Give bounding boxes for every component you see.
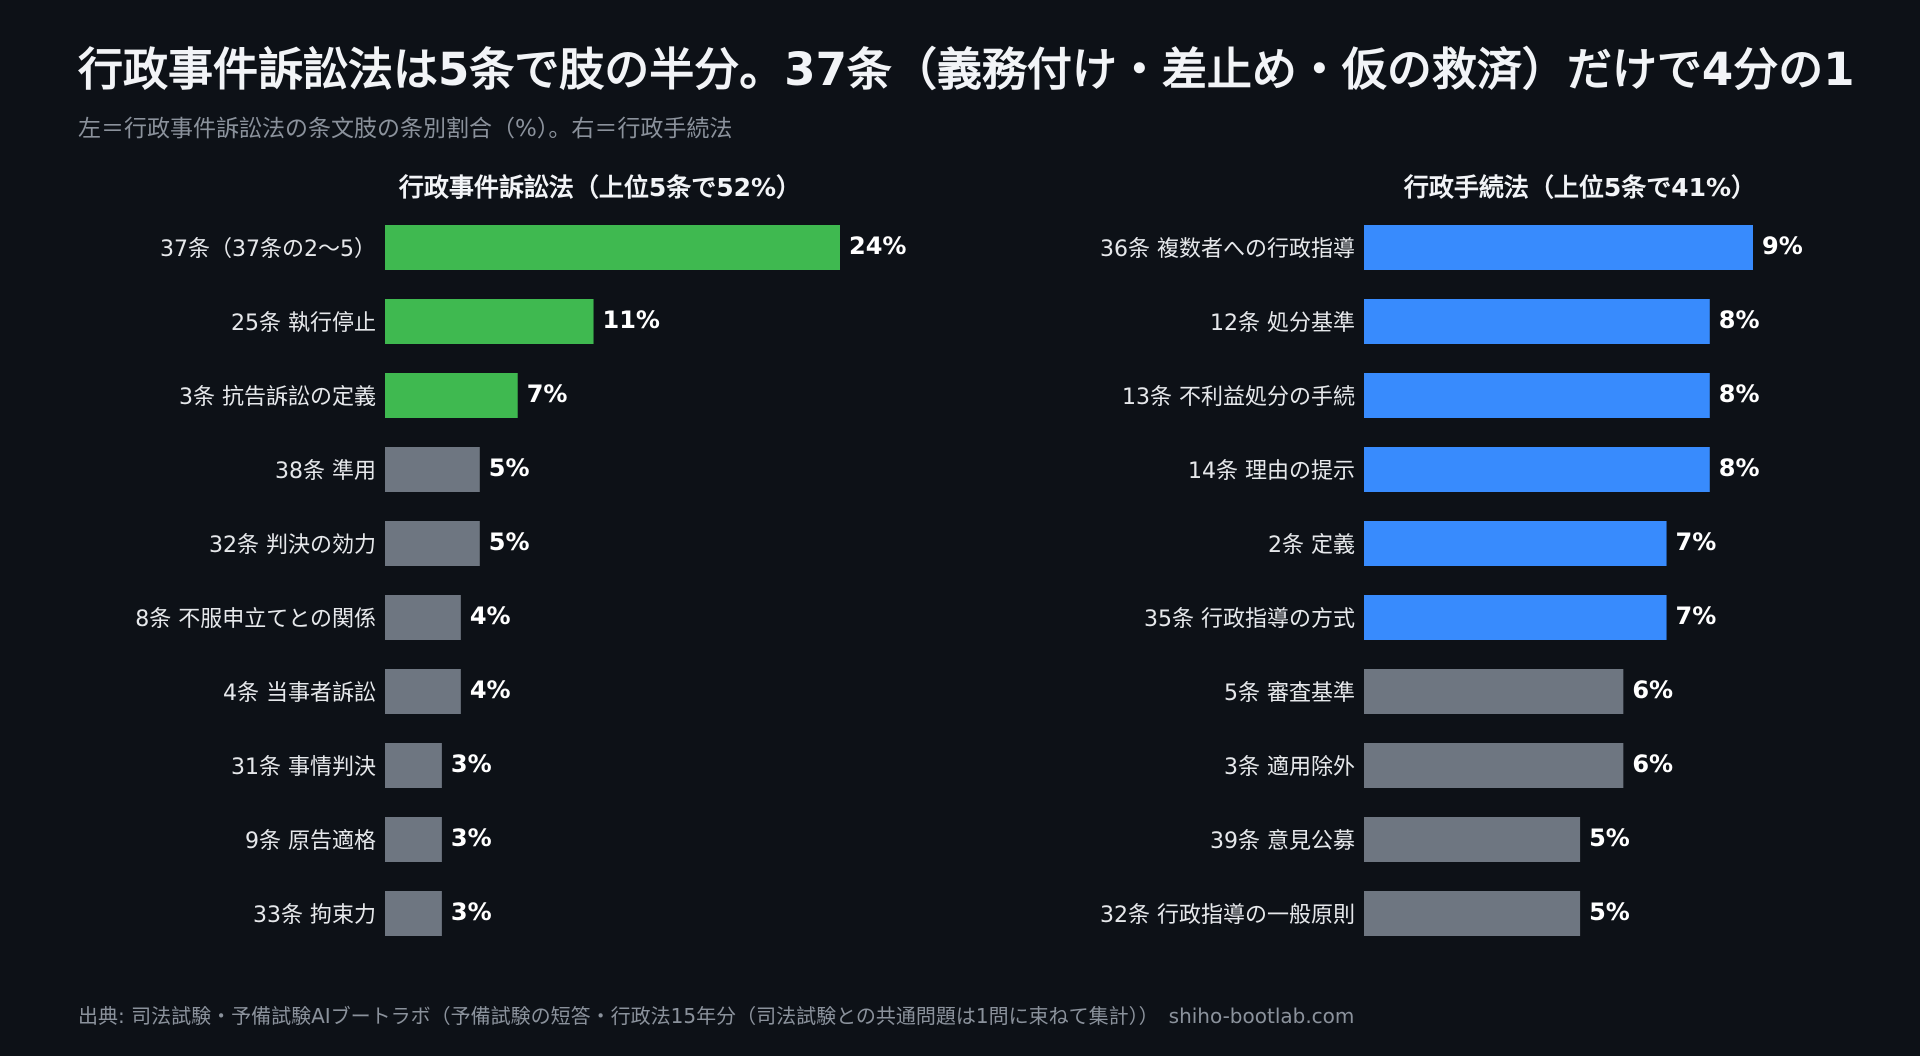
left-category-label: 38条 準用 [275,459,376,484]
right-category-label: 39条 意見公募 [1210,829,1355,854]
right-category-label: 3条 適用除外 [1224,755,1355,780]
left-bar [385,669,461,714]
left-value-label: 3% [451,824,492,852]
right-bar [1364,891,1581,936]
left-category-label: 9条 原告適格 [245,829,376,854]
left-bar [385,595,461,640]
right-bar [1364,669,1624,714]
left-value-label: 3% [451,750,492,778]
left-bar [385,225,840,270]
right-value-label: 6% [1632,676,1673,704]
right-bar [1364,225,1753,270]
right-bar [1364,373,1710,418]
page-subtitle: 左＝行政事件訴訟法の条文肢の条別割合（%）。右＝行政手続法 [78,116,733,142]
right-category-label: 14条 理由の提示 [1188,459,1355,484]
right-bar [1364,447,1710,492]
right-value-label: 8% [1719,454,1760,482]
left-bar [385,447,480,492]
right-value-label: 8% [1719,306,1760,334]
footer-source-text: 出典: 司法試験・予備試験AIブートラボ（予備試験の短答・行政法15年分（司法試… [78,1004,1159,1028]
left-value-label: 3% [451,898,492,926]
footer-source: 出典: 司法試験・予備試験AIブートラボ（予備試験の短答・行政法15年分（司法試… [78,1001,1354,1031]
left-value-label: 7% [527,380,568,408]
page-title: 行政事件訴訟法は5条で肢の半分。37条（義務付け・差止め・仮の救済）だけで4分の… [78,43,1855,96]
right-value-label: 7% [1676,602,1717,630]
right-value-label: 5% [1589,824,1630,852]
left-bar [385,743,442,788]
right-category-label: 13条 不利益処分の手続 [1122,385,1355,410]
left-category-label: 8条 不服申立てとの関係 [135,607,376,632]
left-value-label: 11% [603,306,660,334]
left-category-label: 32条 判決の効力 [209,533,376,558]
left-category-label: 31条 事情判決 [231,755,376,780]
left-bar [385,521,480,566]
left-value-label: 4% [470,676,511,704]
right-value-label: 7% [1676,528,1717,556]
left-bar [385,373,518,418]
right-bar [1364,521,1667,566]
left-value-label: 4% [470,602,511,630]
left-bar [385,299,594,344]
left-category-label: 37条（37条の2〜5） [160,237,376,262]
right-category-label: 2条 定義 [1268,533,1355,558]
right-category-label: 32条 行政指導の一般原則 [1100,903,1355,928]
footer-url: shiho-bootlab.com [1168,1004,1355,1028]
right-value-label: 6% [1632,750,1673,778]
right-bar [1364,743,1624,788]
right-category-label: 35条 行政指導の方式 [1144,607,1355,632]
right-category-label: 12条 処分基準 [1210,311,1355,336]
right-value-label: 9% [1762,232,1803,260]
left-category-label: 25条 執行停止 [231,311,376,336]
left-bar [385,891,442,936]
right-bar [1364,595,1667,640]
left-bar [385,817,442,862]
right-category-label: 36条 複数者への行政指導 [1100,237,1355,262]
left-category-label: 3条 抗告訴訟の定義 [179,385,376,410]
left-category-label: 33条 拘束力 [253,903,376,928]
left-value-label: 5% [489,528,530,556]
left-chart-title: 行政事件訴訟法（上位5条で52%） [398,173,801,202]
right-category-label: 5条 審査基準 [1224,681,1355,706]
right-value-label: 8% [1719,380,1760,408]
left-value-label: 24% [849,232,906,260]
right-chart-title: 行政手続法（上位5条で41%） [1403,173,1756,202]
right-bar [1364,299,1710,344]
right-bar [1364,817,1581,862]
left-category-label: 4条 当事者訴訟 [223,681,376,706]
right-value-label: 5% [1589,898,1630,926]
left-value-label: 5% [489,454,530,482]
